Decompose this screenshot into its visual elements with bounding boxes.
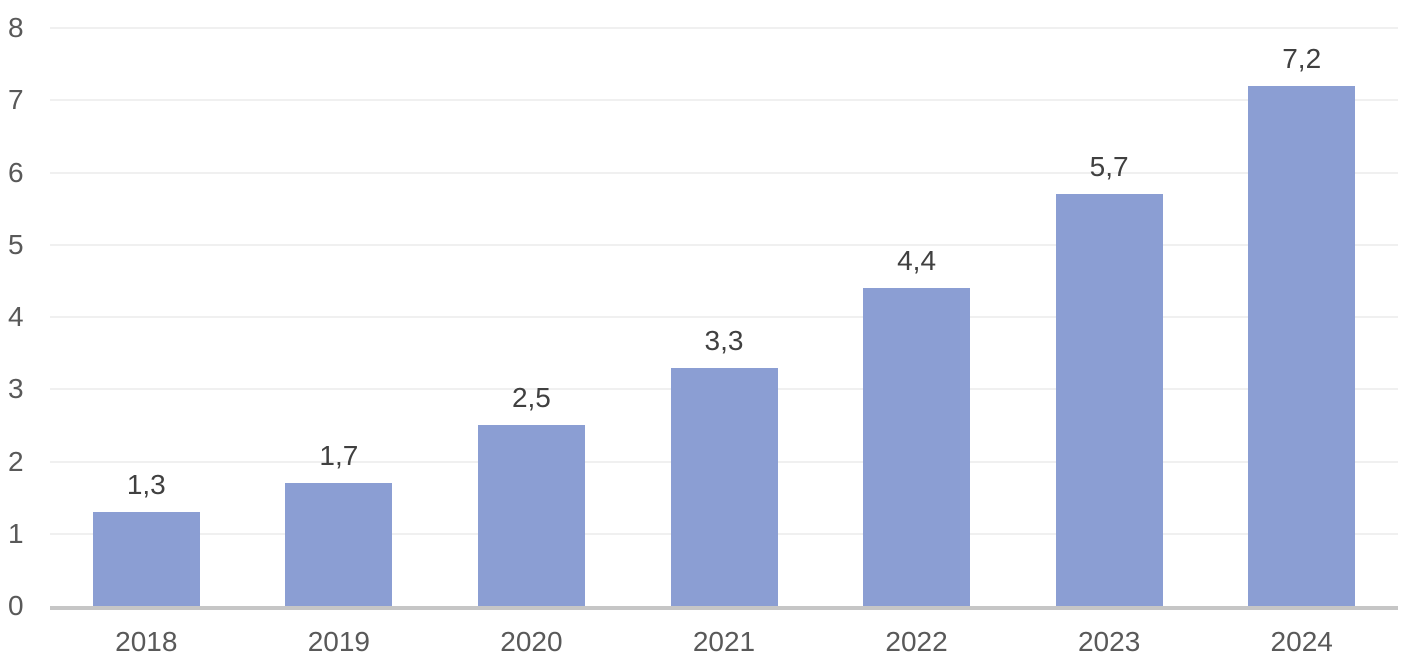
x-axis-category-label: 2018 (115, 626, 178, 657)
bar-2021 (670, 367, 778, 606)
y-axis-tick-label: 5 (8, 228, 24, 260)
y-axis-tick-label: 6 (8, 156, 24, 188)
y-axis-tick-label: 2 (8, 445, 24, 477)
bar-2020 (477, 425, 585, 606)
bar-value-label: 1,7 (319, 440, 359, 472)
y-axis-tick-label: 4 (8, 301, 24, 332)
bar-value-label: 2,5 (511, 382, 551, 414)
x-axis-category-label: 2022 (885, 626, 948, 657)
bar-value-label: 1,3 (126, 469, 166, 501)
x-axis-category-label: 2023 (1077, 626, 1141, 657)
gridline (50, 99, 1398, 102)
bar-2023 (1055, 194, 1163, 606)
y-axis-tick-label: 8 (8, 12, 24, 43)
x-axis-category-label: 2021 (692, 626, 756, 657)
gridline (50, 27, 1398, 29)
bar-2018 (92, 512, 200, 606)
bar-value-label: 7,2 (1282, 42, 1322, 74)
x-axis-category-label: 2020 (500, 626, 563, 657)
x-axis-category-label: 2024 (1270, 626, 1333, 657)
y-axis-tick-label: 0 (8, 590, 24, 621)
bar-value-label: 5,7 (1089, 151, 1129, 183)
bar-value-label: 3,3 (704, 324, 744, 356)
gridline (50, 316, 1398, 318)
y-axis-tick-label: 1 (8, 517, 24, 549)
bar-2024 (1248, 85, 1356, 606)
y-axis-tick-label: 3 (8, 373, 24, 405)
x-axis-category-label: 2019 (307, 626, 370, 657)
bar-2022 (863, 288, 971, 606)
bar-value-label: 4,4 (897, 245, 937, 277)
x-axis-line (50, 606, 1398, 610)
bar-2019 (285, 483, 393, 606)
gridline (50, 243, 1398, 246)
gridline (50, 171, 1398, 174)
y-axis-tick-label: 7 (8, 84, 24, 116)
